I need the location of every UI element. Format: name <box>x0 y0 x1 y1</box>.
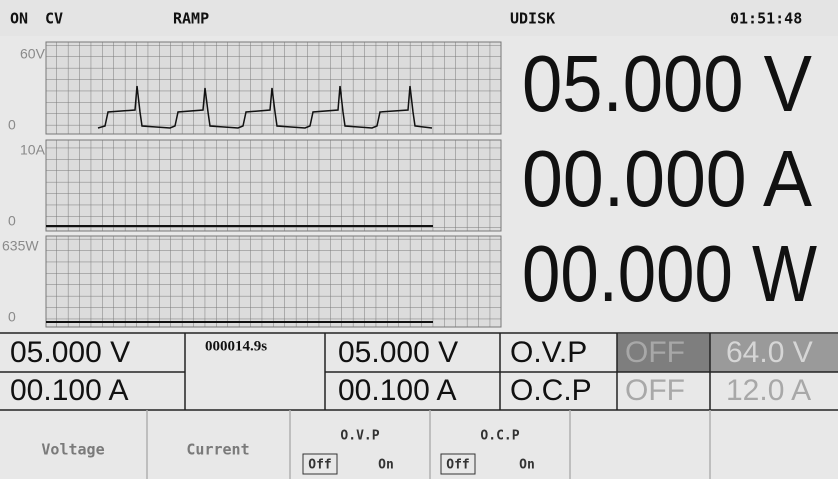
graph-grid <box>45 139 502 232</box>
graph-grid <box>45 41 502 135</box>
softkey-option[interactable]: On <box>519 458 535 473</box>
softkey-label[interactable]: Current <box>186 441 249 459</box>
cell: OFF <box>625 374 685 407</box>
cell: O.V.P <box>510 336 587 369</box>
voltage-readout: 05.000 V <box>522 39 813 128</box>
softkey-label[interactable]: O.V.P <box>340 429 379 444</box>
settings-table: 05.000 V 000014.9s 05.000 V O.V.P OFF 64… <box>0 332 838 411</box>
voltage-trace <box>97 85 433 129</box>
graph-min-label: 0 <box>8 213 16 229</box>
cell: 64.0 V <box>726 336 813 369</box>
cell: O.C.P <box>510 374 592 407</box>
graph-min-label: 0 <box>8 117 16 133</box>
status-function: RAMP <box>173 10 209 28</box>
softkey-option[interactable]: Off <box>446 458 469 473</box>
status-time: 01:51:48 <box>730 10 802 28</box>
ovp-state-cell <box>617 334 710 372</box>
graphs <box>45 41 502 328</box>
cell: 00.100 A <box>338 374 456 407</box>
graph-max-label: 10A <box>20 142 46 158</box>
status-storage: UDISK <box>510 10 555 28</box>
softkeys: Voltage Current O.V.P Off On O.C.P Off O… <box>41 410 711 479</box>
cell: 12.0 A <box>726 374 811 407</box>
cell: 000014.9s <box>205 338 267 354</box>
softkey-label[interactable]: Voltage <box>41 441 104 459</box>
graph-min-label: 0 <box>8 309 16 325</box>
softkey-option[interactable]: On <box>378 458 394 473</box>
graph-grid <box>45 235 502 328</box>
cell: OFF <box>625 336 685 369</box>
cell: 05.000 V <box>10 336 130 369</box>
current-readout: 00.000 A <box>522 134 813 223</box>
power-readout: 00.000 W <box>522 229 817 318</box>
softkey-option[interactable]: Off <box>308 458 331 473</box>
status-output: ON <box>10 10 28 28</box>
graph-max-label: 60V <box>20 46 46 62</box>
cell: 00.100 A <box>10 374 128 407</box>
graph-max-label: 635W <box>2 238 39 254</box>
status-mode: CV <box>45 10 63 28</box>
selected-box <box>440 453 476 475</box>
selected-box <box>302 453 338 475</box>
cell: 05.000 V <box>338 336 458 369</box>
softkey-label[interactable]: O.C.P <box>480 429 519 444</box>
ovp-value-cell <box>710 334 838 372</box>
status-bar <box>0 0 838 36</box>
